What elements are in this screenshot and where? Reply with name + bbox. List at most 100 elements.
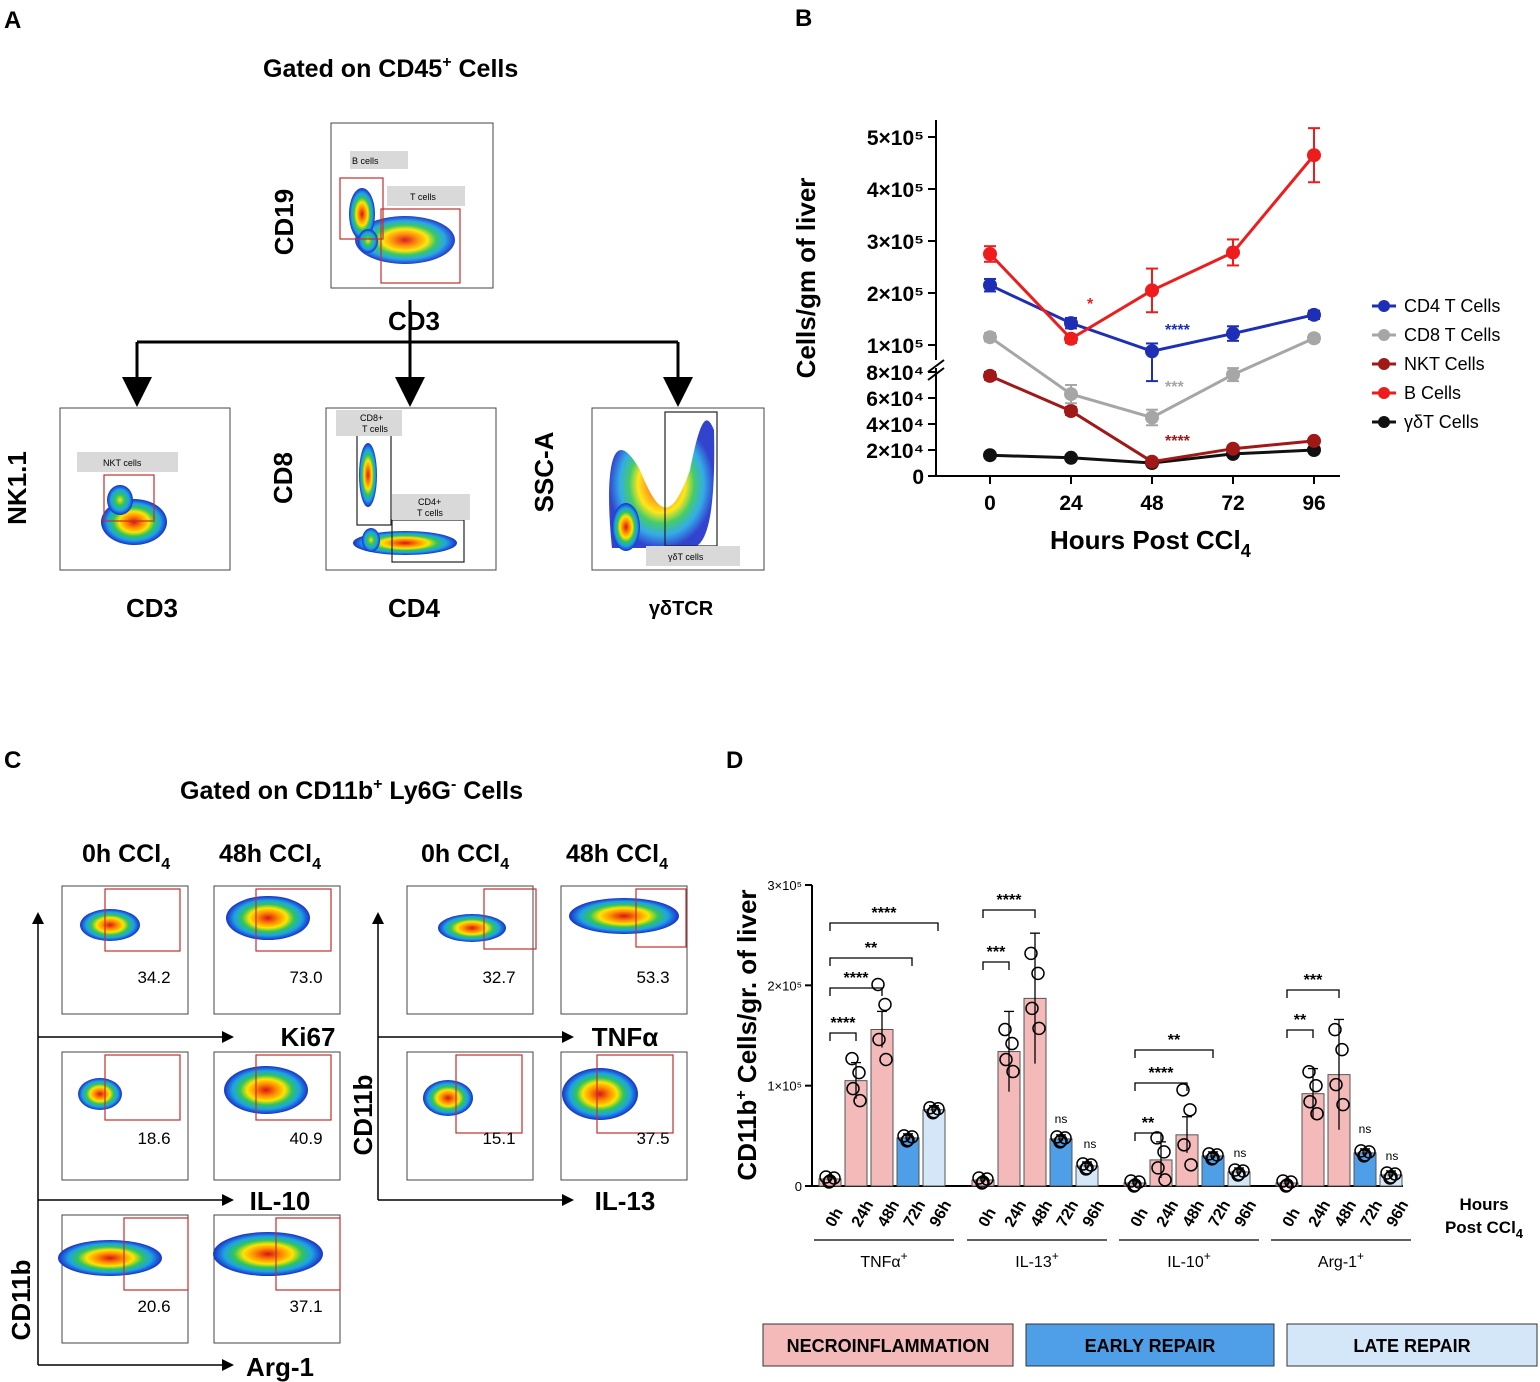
data-point: [1226, 367, 1240, 382]
significance-label: **: [865, 940, 878, 957]
legend-marker: [1378, 387, 1390, 399]
data-point: [976, 1175, 990, 1189]
density-cloud: [423, 1080, 473, 1116]
y-tick-label: 8×10⁴: [866, 362, 924, 385]
data-point: [1064, 404, 1078, 418]
data-point: [823, 1174, 837, 1188]
y-tick-label: 4×10⁵: [867, 179, 924, 202]
phase-label: LATE REPAIR: [1353, 1336, 1470, 1356]
y-tick-label: 3×10⁵: [867, 231, 924, 254]
data-point: [1328, 1022, 1342, 1037]
axis-label: SSC-A: [529, 431, 559, 512]
data-point: [901, 1133, 915, 1147]
axis-label-cd11b: CD11b: [6, 1260, 36, 1341]
y-tick-label: 1×10⁵: [767, 1079, 802, 1094]
plot-frame: [406, 885, 534, 1015]
data-point: [1145, 454, 1159, 469]
gate-box: [104, 888, 181, 952]
axis-label: CD4: [388, 593, 441, 623]
flow-plot-il10-0h: 18.6: [61, 1051, 189, 1181]
y-tick-label: 2×10⁴: [866, 440, 924, 463]
data-point: [983, 330, 997, 345]
line-chart: 1×10⁵ 2×10⁵ 3×10⁵ 4×10⁵ 5×10⁵ 0 2×10⁴ 4×10⁴ 6×10…: [791, 120, 1500, 561]
data-point: [1145, 283, 1159, 298]
axis-label-il10: IL-10: [250, 1186, 311, 1216]
significance-label: ns: [1386, 1149, 1399, 1163]
column-headers: 0h CCl4 48h CCl4 0h CCl4 48h CCl4: [82, 840, 668, 873]
bar-chart: 0 1×10⁵ 2×10⁵ 3×10⁵ CD11b+ Cells/gr. of live…: [732, 878, 1524, 1271]
group-label: TNFα+: [860, 1249, 907, 1271]
significance-label: ***: [1165, 379, 1184, 396]
significance-bracket: [1134, 1082, 1188, 1091]
data-point: [1184, 1158, 1198, 1172]
gate-label: T cells: [362, 424, 388, 434]
phase-necro: [762, 1323, 1014, 1367]
data-point: [983, 368, 997, 383]
panel-a-title: Gated on CD45+ Cells: [263, 54, 518, 83]
data-point: [1226, 326, 1240, 341]
data-point: [1232, 1167, 1246, 1181]
phase-legend: NECROINFLAMMATION EARLY REPAIR LATE REPA…: [762, 1323, 1538, 1367]
data-point: [1006, 1064, 1020, 1079]
data-point: [1231, 1168, 1245, 1182]
gate-box: [255, 888, 332, 952]
x-tick-label: 0h: [823, 1205, 847, 1230]
x-tick-label: 72: [1221, 492, 1244, 515]
significance-bracket: [1134, 1132, 1162, 1141]
significance-bracket: [829, 987, 883, 996]
phase-late: [1286, 1323, 1538, 1367]
y-axis-label: CD11b+ Cells/gr. of liver: [732, 889, 762, 1180]
y-axis-label: Cells/gm of liver: [791, 178, 821, 379]
data-point: [1226, 441, 1240, 456]
data-point: [879, 1052, 893, 1067]
x-tick-label: 96h: [1384, 1198, 1413, 1230]
data-point: [1053, 1135, 1067, 1149]
data-point: [1025, 1001, 1039, 1016]
data-point: [1205, 1152, 1219, 1166]
data-point: [998, 1022, 1012, 1037]
bar: [1049, 1138, 1073, 1187]
data-point: [1151, 1161, 1165, 1175]
axis-label: CD3: [388, 306, 440, 336]
x-tick-label: 48h: [875, 1198, 904, 1230]
significance-label: ***: [987, 944, 1006, 961]
flow-plot-ssc-gdtcr: γδT cells: [591, 407, 765, 571]
gate-percentage: 73.0: [289, 968, 322, 987]
gate-box: [123, 1217, 189, 1291]
data-point: [1303, 1094, 1317, 1109]
significance-bracket: [982, 909, 1036, 918]
data-point: [852, 1065, 866, 1080]
x-tick-label: 96h: [1232, 1198, 1261, 1230]
data-point: [1080, 1161, 1094, 1175]
data-point: [1307, 307, 1321, 322]
significance-label: ****: [844, 970, 870, 987]
gate-percentage: 40.9: [289, 1129, 322, 1148]
x-tick-label: 48: [1140, 492, 1164, 515]
flow-grid: 34.2 73.0 18.6 40.9 20.6 37.1 32.7 53.3 15.1 37.5: [58, 885, 688, 1344]
significance-label: ns: [1234, 1146, 1247, 1160]
x-tick-label: 72h: [1206, 1198, 1235, 1230]
significance-label: ***: [1304, 972, 1323, 989]
data-point: [1384, 1170, 1398, 1184]
bar: [870, 1028, 894, 1187]
flow-plot-ki67-48h: 73.0: [213, 885, 341, 1015]
legend-label: NKT Cells: [1404, 354, 1485, 374]
svg-text:0h CCl4: 0h CCl4: [421, 840, 509, 873]
data-point: [1177, 1138, 1191, 1152]
data-point: [999, 1052, 1013, 1067]
data-point: [1150, 1131, 1164, 1145]
data-point: [1206, 1151, 1220, 1165]
axis-label-arg1: Arg-1: [246, 1352, 314, 1382]
data-point: [1054, 1134, 1068, 1148]
significance-bracket: [1286, 989, 1340, 998]
gate-box: [635, 888, 687, 948]
significance-label: ****: [1165, 433, 1191, 450]
data-point: [846, 1081, 860, 1096]
gate-box: [596, 1054, 674, 1134]
bar: [1353, 1152, 1377, 1187]
data-point: [1032, 1021, 1046, 1036]
significance-bracket: [829, 1032, 857, 1041]
panel-a-label: A: [4, 7, 21, 34]
data-point: [845, 1051, 859, 1066]
flow-plot-arg1-0h: 20.6: [58, 1214, 189, 1344]
